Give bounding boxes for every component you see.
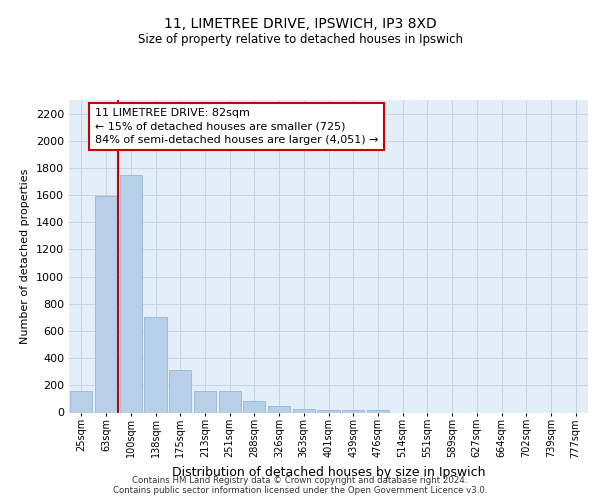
X-axis label: Distribution of detached houses by size in Ipswich: Distribution of detached houses by size …	[172, 466, 485, 479]
Bar	[218, 392, 241, 412]
Bar	[169, 370, 191, 412]
Text: Contains public sector information licensed under the Open Government Licence v3: Contains public sector information licen…	[113, 486, 487, 495]
Bar	[145, 318, 167, 412]
Bar	[95, 196, 117, 412]
Bar	[194, 392, 216, 412]
Bar	[317, 410, 340, 412]
Bar	[342, 410, 364, 412]
Text: Contains HM Land Registry data © Crown copyright and database right 2024.: Contains HM Land Registry data © Crown c…	[132, 476, 468, 485]
Y-axis label: Number of detached properties: Number of detached properties	[20, 168, 31, 344]
Bar	[293, 409, 315, 412]
Bar	[367, 410, 389, 412]
Bar	[119, 174, 142, 412]
Bar	[243, 401, 265, 412]
Bar	[70, 391, 92, 412]
Text: Size of property relative to detached houses in Ipswich: Size of property relative to detached ho…	[137, 32, 463, 46]
Text: 11, LIMETREE DRIVE, IPSWICH, IP3 8XD: 11, LIMETREE DRIVE, IPSWICH, IP3 8XD	[164, 18, 436, 32]
Bar	[268, 406, 290, 412]
Text: 11 LIMETREE DRIVE: 82sqm
← 15% of detached houses are smaller (725)
84% of semi-: 11 LIMETREE DRIVE: 82sqm ← 15% of detach…	[95, 108, 379, 144]
